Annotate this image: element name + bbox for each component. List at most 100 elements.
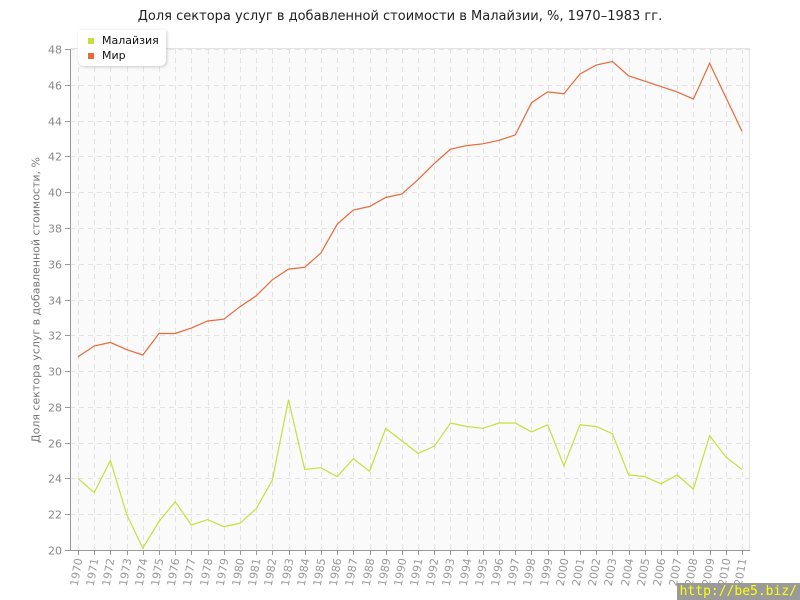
data-point [611,60,614,63]
data-point [238,305,241,308]
legend: Малайзия Мир [78,30,166,66]
x-tick-label: 1987 [343,557,361,587]
data-point [481,427,484,430]
watermark[interactable]: http://be5.biz/ [676,583,800,600]
data-point [660,482,663,485]
data-point [352,209,355,212]
data-point [627,473,630,476]
data-point [125,513,128,516]
data-point [417,178,420,181]
data-point [579,423,582,426]
y-tick-label: 34 [48,295,62,308]
data-point [660,85,663,88]
data-point [595,425,598,428]
data-point [724,455,727,458]
data-point [141,353,144,356]
y-tick-label: 46 [48,80,62,93]
x-tick-label: 1985 [311,557,329,587]
data-point [384,427,387,430]
data-point [190,327,193,330]
data-point [514,133,517,136]
data-point [319,251,322,254]
x-tick-label: 1998 [521,557,539,587]
data-point [271,479,274,482]
data-point [93,345,96,348]
data-point [109,341,112,344]
x-tick-label: 1989 [376,557,394,587]
x-tick-label: 1974 [133,557,151,587]
data-point [562,92,565,95]
legend-swatch [88,52,94,59]
y-tick-label: 40 [48,187,62,200]
data-point [724,96,727,99]
x-tick-label: 2007 [667,557,685,587]
data-point [741,468,744,471]
x-tick-label: 2000 [554,557,572,587]
x-tick-label: 1976 [165,557,183,587]
data-point [206,319,209,322]
y-tick-label: 36 [48,259,62,272]
data-point [741,130,744,133]
x-tick-label: 2002 [586,557,604,587]
legend-label: Мир [102,49,126,62]
data-point [336,223,339,226]
data-point [692,488,695,491]
x-tick-label: 2011 [732,557,750,587]
data-point [255,507,258,510]
x-tick-label: 1996 [489,557,507,587]
x-tick-label: 1982 [262,557,280,587]
data-point [514,421,517,424]
data-point [303,266,306,269]
y-tick-label: 28 [48,402,62,415]
data-point [287,268,290,271]
data-point [530,430,533,433]
x-tick-label: 1975 [149,557,167,587]
data-point [255,294,258,297]
data-point [498,139,501,142]
data-point [708,434,711,437]
legend-item-malaysia[interactable]: Малайзия [88,34,159,47]
series-line-world [77,60,743,358]
data-point [481,142,484,145]
x-tick-label: 1980 [230,557,248,587]
data-point [77,477,80,480]
x-tick-label: 1993 [440,557,458,587]
legend-item-world[interactable]: Мир [88,49,126,62]
data-point [336,475,339,478]
data-point [352,457,355,460]
x-tick-label: 2001 [570,557,588,587]
data-point [141,547,144,550]
data-point [676,90,679,93]
x-tick-label: 1990 [392,557,410,587]
data-point [433,162,436,165]
data-point [157,520,160,523]
x-tick-label: 1981 [246,557,264,587]
data-point [708,62,711,65]
data-point [611,432,614,435]
x-tick-label: 1977 [181,557,199,587]
x-tick-label: 1988 [360,557,378,587]
chart-title: Доля сектора услуг в добавленной стоимос… [137,9,663,24]
x-tick-label: 1971 [84,557,102,587]
x-tick-label: 1972 [100,557,118,587]
x-tick-label: 1986 [327,557,345,587]
y-tick-label: 42 [48,151,62,164]
data-point [77,355,80,358]
x-tick-label: 1999 [538,557,556,587]
x-tick-label: 1978 [198,557,216,587]
x-tick-label: 1995 [473,557,491,587]
data-point [498,421,501,424]
data-point [190,523,193,526]
data-point [643,80,646,83]
data-point [303,468,306,471]
legend-swatch [88,37,94,44]
data-point [530,101,533,104]
data-point [676,473,679,476]
data-point [109,459,112,462]
y-tick-label: 20 [48,545,62,558]
data-point [174,500,177,503]
data-point [579,73,582,76]
data-point [174,332,177,335]
y-tick-label: 32 [48,330,62,343]
